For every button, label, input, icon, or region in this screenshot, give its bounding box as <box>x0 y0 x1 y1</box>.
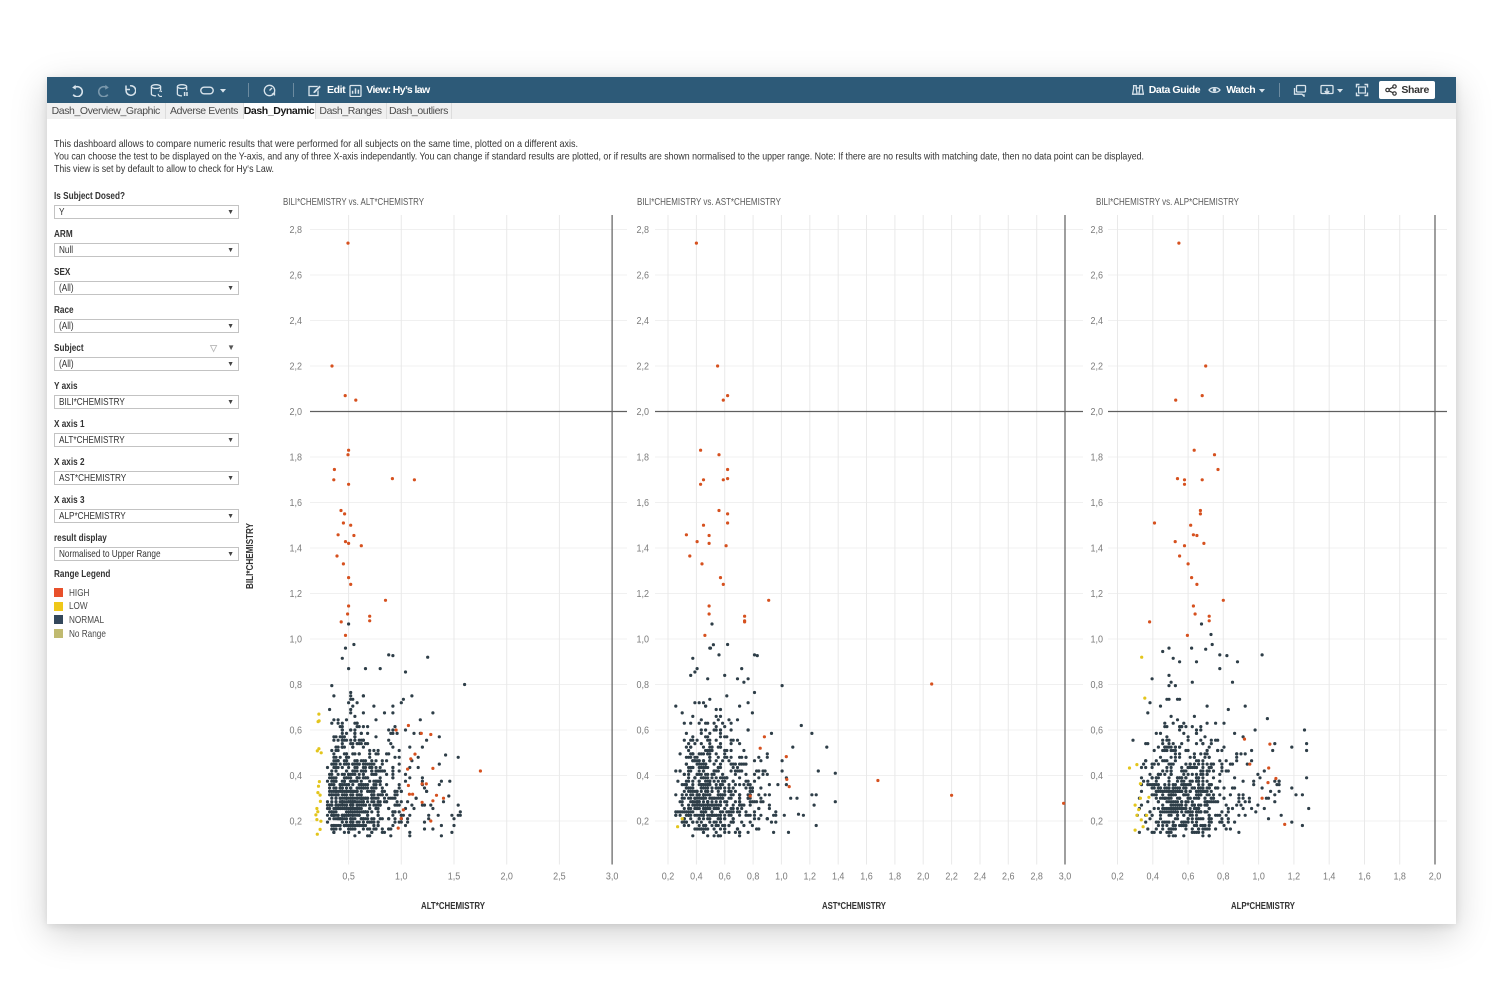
svg-text:1,6: 1,6 <box>290 498 303 509</box>
svg-text:0,2: 0,2 <box>290 817 303 828</box>
svg-text:1,5: 1,5 <box>448 872 461 883</box>
svg-text:BILI*CHEMISTRY vs. ALP*CHEMIST: BILI*CHEMISTRY vs. ALP*CHEMISTRY <box>1096 196 1239 208</box>
svg-text:1,4: 1,4 <box>290 544 303 555</box>
svg-text:1,8: 1,8 <box>637 453 650 464</box>
svg-text:1,6: 1,6 <box>860 872 873 883</box>
svg-text:1,6: 1,6 <box>637 498 650 509</box>
svg-text:BILI*CHEMISTRY vs. AST*CHEMIST: BILI*CHEMISTRY vs. AST*CHEMISTRY <box>637 196 781 208</box>
svg-text:2,4: 2,4 <box>974 872 987 883</box>
svg-text:2,2: 2,2 <box>945 872 958 883</box>
svg-text:0,4: 0,4 <box>1147 872 1160 883</box>
svg-text:2,6: 2,6 <box>1091 271 1104 282</box>
svg-text:0,6: 0,6 <box>637 726 650 737</box>
svg-text:1,6: 1,6 <box>1358 872 1371 883</box>
svg-text:2,0: 2,0 <box>290 407 303 418</box>
svg-text:2,0: 2,0 <box>1091 407 1104 418</box>
svg-text:2,6: 2,6 <box>290 271 303 282</box>
svg-text:1,8: 1,8 <box>889 872 902 883</box>
svg-text:1,8: 1,8 <box>290 453 303 464</box>
svg-text:1,0: 1,0 <box>775 872 788 883</box>
svg-text:This view is set by default to: This view is set by default to allow to … <box>54 163 274 175</box>
svg-text:2,8: 2,8 <box>290 225 303 236</box>
svg-text:2,4: 2,4 <box>637 316 650 327</box>
svg-text:1,2: 1,2 <box>637 589 650 600</box>
svg-text:0,2: 0,2 <box>1091 817 1104 828</box>
svg-text:1,4: 1,4 <box>1323 872 1336 883</box>
svg-text:1,0: 1,0 <box>637 635 650 646</box>
svg-text:1,2: 1,2 <box>1091 589 1104 600</box>
svg-text:0,4: 0,4 <box>690 872 703 883</box>
svg-text:2,2: 2,2 <box>1091 362 1104 373</box>
svg-text:2,8: 2,8 <box>1030 872 1043 883</box>
svg-text:ALT*CHEMISTRY: ALT*CHEMISTRY <box>421 900 485 912</box>
svg-text:1,4: 1,4 <box>832 872 845 883</box>
svg-text:1,8: 1,8 <box>1091 453 1104 464</box>
svg-text:2,2: 2,2 <box>290 362 303 373</box>
svg-text:AST*CHEMISTRY: AST*CHEMISTRY <box>822 900 886 912</box>
svg-text:0,4: 0,4 <box>290 771 303 782</box>
svg-text:1,0: 1,0 <box>290 635 303 646</box>
svg-text:2,8: 2,8 <box>1091 225 1104 236</box>
svg-text:0,8: 0,8 <box>1217 872 1230 883</box>
svg-text:0,8: 0,8 <box>1091 680 1104 691</box>
svg-text:2,0: 2,0 <box>917 872 930 883</box>
svg-text:0,8: 0,8 <box>290 680 303 691</box>
svg-text:0,8: 0,8 <box>747 872 760 883</box>
svg-text:2,4: 2,4 <box>290 316 303 327</box>
svg-text:1,8: 1,8 <box>1393 872 1406 883</box>
svg-text:2,0: 2,0 <box>1429 872 1442 883</box>
svg-text:2,5: 2,5 <box>553 872 566 883</box>
svg-text:1,0: 1,0 <box>1252 872 1265 883</box>
svg-text:0,4: 0,4 <box>637 771 650 782</box>
svg-text:0,2: 0,2 <box>662 872 675 883</box>
svg-text:1,2: 1,2 <box>804 872 817 883</box>
svg-text:1,6: 1,6 <box>1091 498 1104 509</box>
svg-text:0,6: 0,6 <box>718 872 731 883</box>
svg-text:0,6: 0,6 <box>290 726 303 737</box>
svg-text:0,4: 0,4 <box>1091 771 1104 782</box>
svg-text:1,4: 1,4 <box>637 544 650 555</box>
svg-text:0,6: 0,6 <box>1182 872 1195 883</box>
svg-text:BILI*CHEMISTRY vs. ALT*CHEMIST: BILI*CHEMISTRY vs. ALT*CHEMISTRY <box>283 196 424 208</box>
svg-text:1,0: 1,0 <box>1091 635 1104 646</box>
svg-text:2,2: 2,2 <box>637 362 650 373</box>
svg-text:ALP*CHEMISTRY: ALP*CHEMISTRY <box>1231 900 1295 912</box>
svg-text:This dashboard allows to compa: This dashboard allows to compare numeric… <box>54 138 578 150</box>
svg-text:2,6: 2,6 <box>1002 872 1015 883</box>
svg-text:0,2: 0,2 <box>1111 872 1124 883</box>
svg-text:1,0: 1,0 <box>395 872 408 883</box>
svg-text:2,4: 2,4 <box>1091 316 1104 327</box>
svg-text:3,0: 3,0 <box>606 872 619 883</box>
svg-text:2,0: 2,0 <box>637 407 650 418</box>
svg-text:2,6: 2,6 <box>637 271 650 282</box>
svg-text:2,0: 2,0 <box>500 872 513 883</box>
svg-text:BILI*CHEMISTRY: BILI*CHEMISTRY <box>244 523 256 589</box>
svg-text:3,0: 3,0 <box>1059 872 1072 883</box>
svg-text:0,2: 0,2 <box>637 817 650 828</box>
svg-text:1,2: 1,2 <box>1288 872 1301 883</box>
svg-text:You can choose the test to be: You can choose the test to be displayed … <box>54 151 1144 163</box>
svg-text:0,8: 0,8 <box>637 680 650 691</box>
svg-text:2,8: 2,8 <box>637 225 650 236</box>
svg-text:1,2: 1,2 <box>290 589 303 600</box>
svg-text:0,5: 0,5 <box>342 872 355 883</box>
svg-text:0,6: 0,6 <box>1091 726 1104 737</box>
svg-text:1,4: 1,4 <box>1091 544 1104 555</box>
